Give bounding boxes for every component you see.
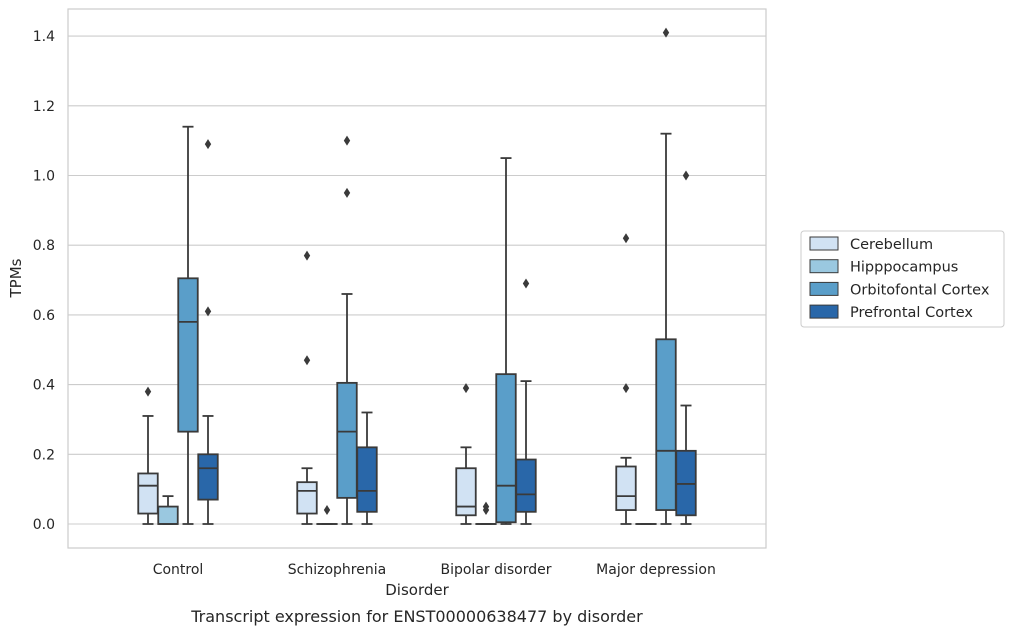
x-tick-label: Schizophrenia	[288, 562, 386, 578]
outlier-point	[622, 383, 630, 394]
outlier-point	[204, 139, 212, 150]
legend-swatch	[809, 281, 839, 296]
x-tick-label: Major depression	[596, 562, 716, 578]
outlier-point	[323, 505, 331, 516]
box-body	[515, 458, 537, 513]
y-tick-label: 1.4	[33, 29, 55, 45]
outlier-point	[622, 233, 630, 244]
box-cerebellum	[455, 383, 477, 525]
box-body	[177, 277, 199, 433]
box-body	[356, 446, 378, 513]
x-tick-label: Control	[153, 562, 204, 578]
box-prefrontal-cortex	[515, 278, 537, 525]
box-marks	[137, 27, 697, 525]
y-tick-label: 0.8	[33, 238, 55, 254]
box-orbitofontal-cortex	[655, 27, 677, 525]
legend-frame	[800, 230, 1005, 328]
y-tick-labels: 0.0 0.2 0.4 0.6 0.8 1.0 1.2 1.4	[33, 29, 55, 533]
y-tick-label: 0.0	[33, 517, 55, 533]
outlier-point	[343, 135, 351, 146]
box-body	[495, 373, 517, 524]
box-orbitofontal-cortex	[177, 125, 199, 525]
box-prefrontal-cortex	[197, 139, 219, 525]
legend-label: Prefrontal Cortex	[850, 305, 973, 321]
outlier-point	[662, 27, 670, 38]
y-tick-label: 0.6	[33, 308, 55, 324]
box-hipppocampus	[316, 505, 338, 525]
box-cerebellum	[137, 386, 159, 525]
outlier-point	[303, 250, 311, 261]
y-tick-label: 0.4	[33, 378, 55, 394]
box-body	[615, 465, 637, 511]
box-body	[455, 467, 477, 517]
outlier-point	[482, 501, 490, 512]
legend-label: Orbitofontal Cortex	[850, 282, 990, 298]
box-body	[336, 381, 358, 499]
legend-label: Cerebellum	[850, 237, 933, 253]
x-axis-title: Disorder	[385, 581, 449, 599]
y-tick-label: 1.0	[33, 169, 55, 185]
box-hipppocampus	[475, 501, 497, 525]
box-body	[197, 453, 219, 501]
outlier-point	[303, 355, 311, 366]
y-tick-label: 1.2	[33, 99, 55, 115]
box-body	[157, 505, 179, 525]
plot-frame	[67, 8, 767, 549]
box-prefrontal-cortex	[675, 170, 697, 525]
legend-items: Cerebellum Hipppocampus Orbitofontal Corte…	[809, 236, 990, 321]
outlier-point	[343, 187, 351, 198]
outlier-point	[204, 306, 212, 317]
box-cerebellum	[615, 233, 637, 525]
box-orbitofontal-cortex	[336, 135, 358, 525]
box-cerebellum	[296, 250, 318, 525]
box-hipppocampus	[157, 495, 179, 525]
outlier-point	[522, 278, 530, 289]
box-prefrontal-cortex	[356, 411, 378, 525]
chart-caption: Transcript expression for ENST0000063847…	[190, 607, 643, 626]
box-body	[296, 481, 318, 515]
outlier-point	[462, 383, 470, 394]
box-orbitofontal-cortex	[495, 157, 517, 525]
legend-swatch	[809, 236, 839, 251]
outlier-point	[682, 170, 690, 181]
legend: Cerebellum Hipppocampus Orbitofontal Corte…	[800, 230, 1005, 328]
legend-swatch	[809, 259, 839, 274]
x-tick-labels: Control Schizophrenia Bipolar disorder Majo…	[153, 562, 716, 578]
box-body	[655, 338, 677, 511]
y-axis-title: TPMs	[7, 258, 25, 298]
box-body	[137, 472, 159, 515]
legend-swatch	[809, 304, 839, 319]
legend-label: Hipppocampus	[850, 260, 958, 276]
outlier-point	[144, 386, 152, 397]
x-tick-label: Bipolar disorder	[440, 562, 551, 578]
y-tick-label: 0.2	[33, 447, 55, 463]
